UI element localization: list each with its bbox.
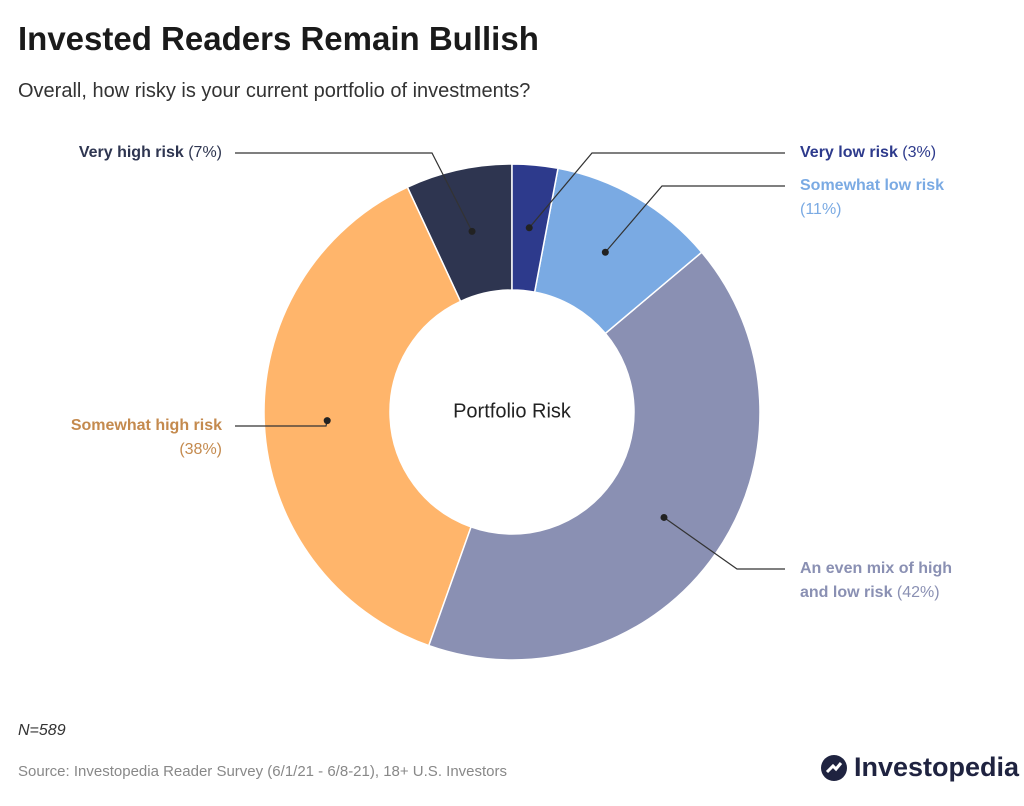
leader-line (604, 185, 785, 253)
leader-dot (525, 224, 533, 232)
value-label: (11%) (800, 201, 842, 218)
category-label: An even mix of high and low risk (800, 560, 953, 601)
chart-subtitle: Overall, how risky is your current portf… (18, 80, 531, 102)
slice-label: Very high risk (7%) (32, 141, 222, 165)
leader-line (235, 152, 473, 232)
donut-slice (263, 186, 473, 647)
category-label: Somewhat low risk (800, 177, 945, 194)
value-label: (38%) (179, 441, 222, 458)
leader-dot (601, 248, 609, 256)
center-label: Portfolio Risk (453, 400, 572, 422)
slice-label: An even mix of high and low risk (42%) (800, 557, 975, 605)
slice-label: Somewhat low risk (11%) (800, 174, 990, 222)
value-label: (3%) (902, 144, 937, 161)
value-label: (42%) (896, 584, 940, 601)
logo: Investopedia (820, 752, 1019, 783)
chart-title: Invested Readers Remain Bullish (18, 20, 539, 57)
donut-slice (511, 163, 559, 293)
logo-icon (821, 754, 847, 781)
leader-dot (323, 417, 331, 425)
donut-slice (533, 167, 703, 335)
donut-slice (427, 251, 761, 661)
category-label: Somewhat high risk (70, 417, 222, 434)
category-label: Very low risk (800, 144, 898, 161)
leader-line (528, 152, 785, 229)
slice-label: Very low risk (3%) (800, 141, 990, 165)
leader-dot (468, 227, 476, 235)
category-label: Very high risk (78, 144, 184, 161)
source: Source: Investopedia Reader Survey (6/1/… (18, 763, 508, 780)
leader-dot (660, 513, 668, 521)
leader-line (663, 516, 785, 570)
slice-label: Somewhat high risk (38%) (32, 414, 222, 462)
value-label: (7%) (188, 144, 222, 161)
note: N=589 (18, 722, 66, 739)
logo-text: Investopedia (854, 752, 1020, 782)
